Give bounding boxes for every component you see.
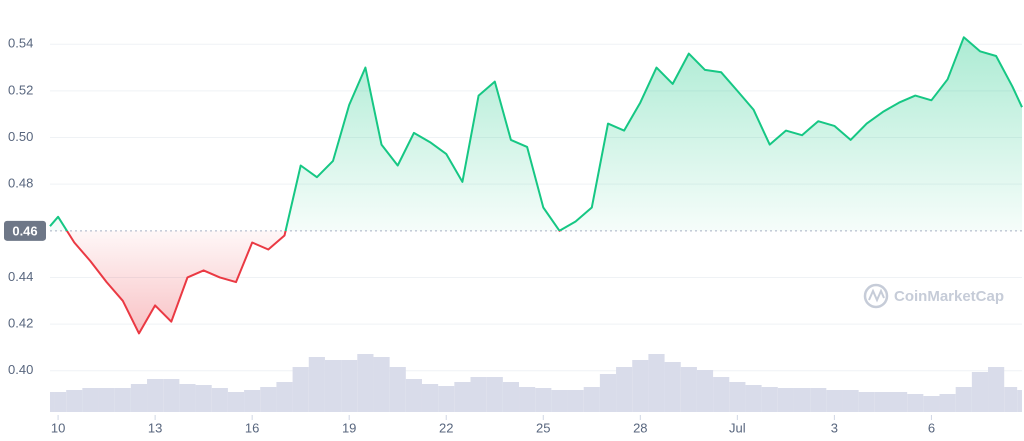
volume-bar	[163, 379, 180, 412]
volume-bar	[470, 377, 487, 412]
volume-bar	[130, 384, 148, 412]
volume-bar	[826, 390, 843, 412]
volume-bar	[211, 388, 228, 412]
volume-bar	[519, 387, 536, 412]
volume-bar	[988, 367, 1005, 412]
volume-bar	[535, 388, 552, 412]
volume-bar	[260, 387, 277, 412]
volume-bar	[599, 374, 617, 412]
volume-bar	[713, 377, 730, 412]
volume-bar	[858, 392, 875, 412]
volume-bar	[907, 394, 924, 412]
volume-bar	[842, 390, 859, 412]
volume-bar	[939, 394, 956, 412]
y-tick-label: 0.44	[8, 269, 33, 284]
volume-bar	[486, 377, 503, 412]
volume-bar	[438, 386, 455, 412]
volume-bar	[454, 382, 471, 412]
volume-bar	[373, 357, 390, 412]
x-tick-label: 25	[536, 420, 550, 435]
volume-bar	[696, 370, 714, 412]
volume-bar	[1004, 387, 1018, 412]
volume-bar	[405, 379, 422, 412]
watermark-logo-mark	[868, 288, 885, 303]
volume-bar	[890, 392, 908, 412]
y-tick-label: 0.54	[8, 36, 33, 51]
volume-bar	[227, 392, 245, 412]
volume-bar	[745, 385, 762, 412]
watermark-text: CoinMarketCap	[894, 288, 1004, 305]
volume-bar	[955, 387, 972, 412]
volume-bar	[324, 360, 342, 412]
volume-bar	[567, 390, 584, 412]
watermark-logo	[863, 283, 889, 309]
volume-bar	[664, 362, 681, 412]
x-tick-label: 3	[831, 420, 838, 435]
volume-bar	[971, 372, 989, 412]
volume-bar	[583, 387, 600, 412]
y-tick-label: 0.42	[8, 316, 33, 331]
volume-bar	[341, 360, 358, 412]
volume-bar	[389, 367, 406, 412]
volume-bar	[292, 367, 309, 412]
watermark: CoinMarketCap	[863, 283, 1004, 309]
volume-bar	[551, 390, 568, 412]
volume-bar	[810, 388, 827, 412]
volume-bar	[1017, 390, 1022, 412]
x-tick-label: 22	[439, 420, 453, 435]
volume-bar	[632, 360, 649, 412]
volume-bar	[502, 382, 520, 412]
price-area	[50, 37, 1022, 334]
volume-bar	[54, 392, 67, 412]
price-line	[49, 36, 1023, 335]
x-tick-label: 28	[633, 420, 647, 435]
volume-bar	[66, 390, 83, 412]
volume-bar	[616, 367, 633, 412]
baseline-label: 0.46	[12, 223, 37, 238]
volume-bar	[923, 396, 940, 412]
volume-bar	[114, 388, 131, 412]
baseline-label-box	[4, 220, 46, 241]
volume-bar	[761, 387, 778, 412]
y-tick-label: 0.48	[8, 176, 33, 191]
volume-bar	[195, 385, 212, 412]
volume-bar	[421, 384, 439, 412]
volume-bar	[50, 392, 55, 412]
volume-bar	[729, 382, 746, 412]
volume-bar	[357, 354, 374, 412]
volume-bar	[680, 367, 697, 412]
y-tick-label: 0.50	[8, 129, 33, 144]
x-tick-label: 19	[342, 420, 356, 435]
volume-bar	[98, 388, 115, 412]
x-tick-label: 10	[51, 420, 65, 435]
y-tick-label: 0.40	[8, 362, 33, 377]
volume-bar	[648, 354, 665, 412]
volume-bar	[308, 357, 325, 412]
x-tick-label: 6	[928, 420, 935, 435]
volume-bar	[179, 384, 196, 412]
volume-bar	[793, 388, 811, 412]
x-tick-label: 16	[245, 420, 259, 435]
volume-bar	[244, 390, 261, 412]
volume-bar	[147, 379, 164, 412]
volume-bar	[874, 392, 891, 412]
x-tick-label: Jul	[729, 420, 746, 435]
volume-bar	[777, 388, 794, 412]
y-tick-label: 0.52	[8, 82, 33, 97]
x-tick-label: 13	[148, 420, 162, 435]
volume-bar	[276, 382, 293, 412]
volume-bar	[82, 388, 99, 412]
